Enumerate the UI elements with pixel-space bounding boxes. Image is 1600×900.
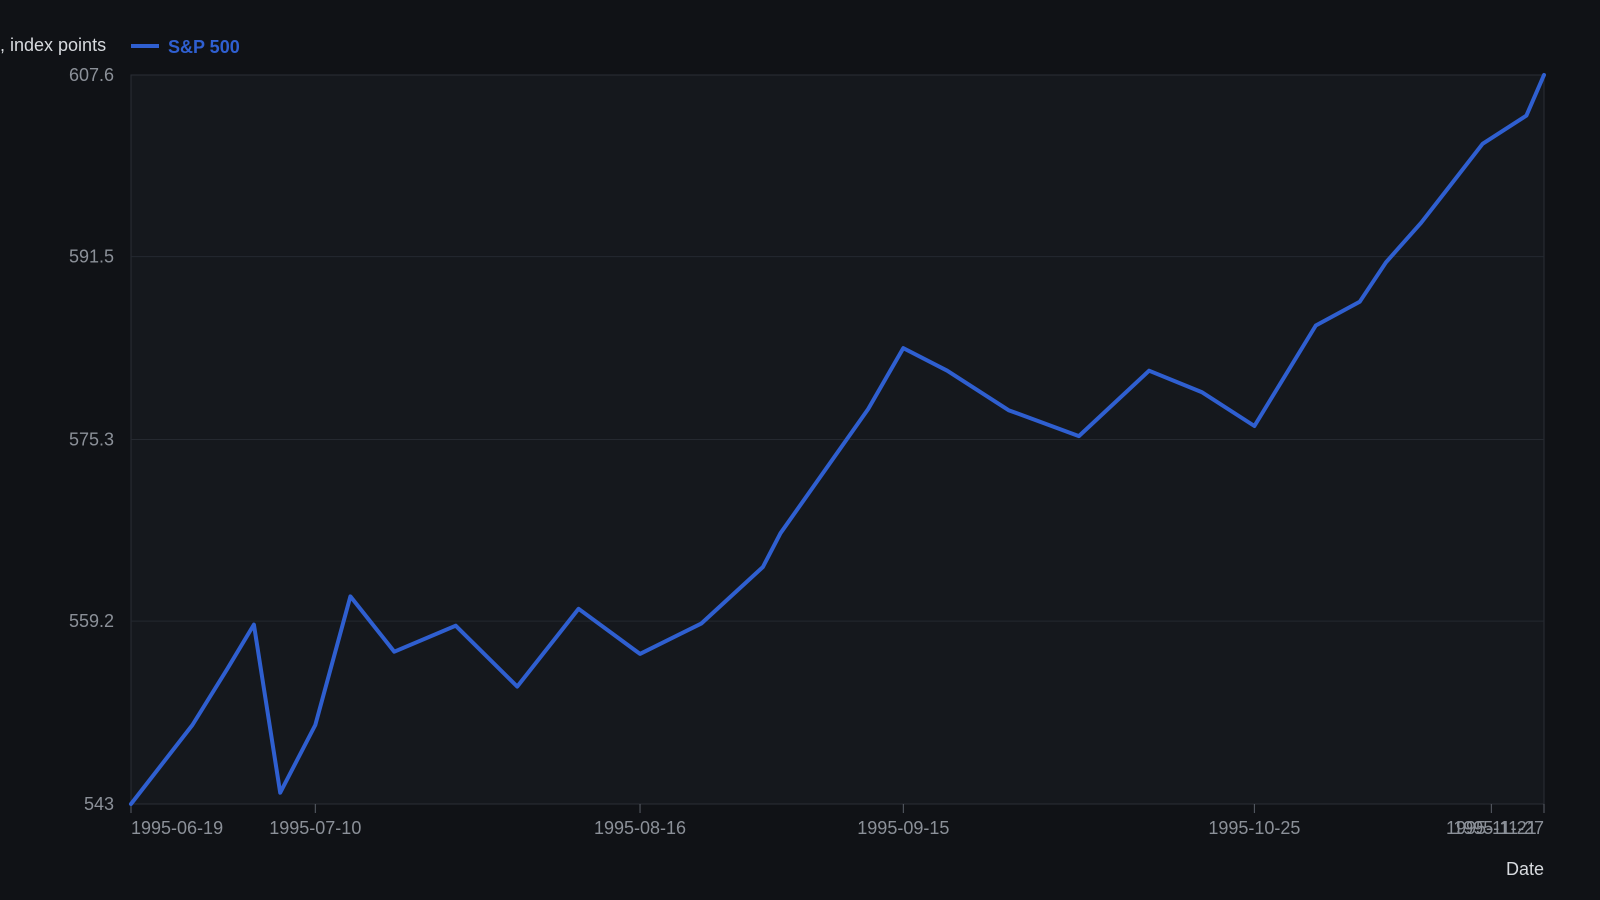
gridlines [131, 256, 1544, 622]
data-point [946, 370, 948, 372]
data-point [1543, 74, 1545, 76]
data-point [1008, 409, 1010, 411]
data-point [1385, 261, 1387, 263]
data-point [1253, 425, 1255, 427]
x-tick-label: 1995-07-10 [269, 818, 361, 838]
data-point [780, 532, 781, 534]
x-tick-label: 1995-09-15 [857, 818, 949, 838]
data-point [349, 595, 351, 597]
data-point [1078, 435, 1080, 437]
data-point [902, 347, 904, 349]
data-point [253, 624, 255, 626]
data-point [516, 686, 518, 688]
data-point [393, 651, 395, 653]
y-axis-title: , index points [0, 35, 106, 55]
data-point [1359, 301, 1361, 303]
data-point [455, 625, 457, 627]
data-point [1148, 370, 1150, 372]
data-point [227, 668, 228, 670]
data-point [191, 724, 193, 726]
data-point [1315, 325, 1317, 326]
data-point [279, 792, 281, 794]
data-point [1447, 188, 1448, 190]
y-axis: 543 559.2 575.3 591.5 607.6 [69, 65, 114, 814]
data-point [1482, 143, 1484, 145]
y-tick-label: 543 [84, 794, 114, 814]
data-point [1525, 115, 1527, 117]
data-point [639, 653, 641, 655]
x-tick-label: 1995-10-25 [1208, 818, 1300, 838]
y-tick-label: 559.2 [69, 611, 114, 631]
data-point [762, 566, 764, 568]
x-axis: 1995-06-19 1995-07-10 1995-08-16 1995-09-15… [130, 804, 1545, 838]
x-tick-label: 1995-11-27 [1453, 818, 1544, 838]
legend: , index points S&P 500 [0, 35, 240, 57]
y-tick-label: 607.6 [69, 65, 114, 85]
data-point [578, 608, 580, 610]
data-point [867, 408, 869, 410]
y-tick-label: 575.3 [69, 430, 114, 450]
y-tick-label: 591.5 [69, 247, 114, 267]
x-axis-title: Date [1506, 859, 1544, 879]
x-tick-label: 1995-08-16 [594, 818, 686, 838]
x-tick-label: 1995-06-19 [131, 818, 223, 838]
data-point [314, 724, 316, 726]
legend-label-sp500: S&P 500 [168, 37, 240, 57]
data-point [1201, 391, 1203, 393]
data-point [701, 622, 702, 624]
data-point [1420, 222, 1422, 224]
x-tick-label: 1995-11-21 [1446, 818, 1537, 838]
data-point [130, 803, 132, 805]
